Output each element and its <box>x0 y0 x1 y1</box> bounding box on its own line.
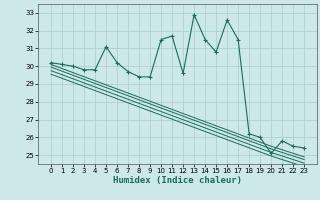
X-axis label: Humidex (Indice chaleur): Humidex (Indice chaleur) <box>113 176 242 185</box>
